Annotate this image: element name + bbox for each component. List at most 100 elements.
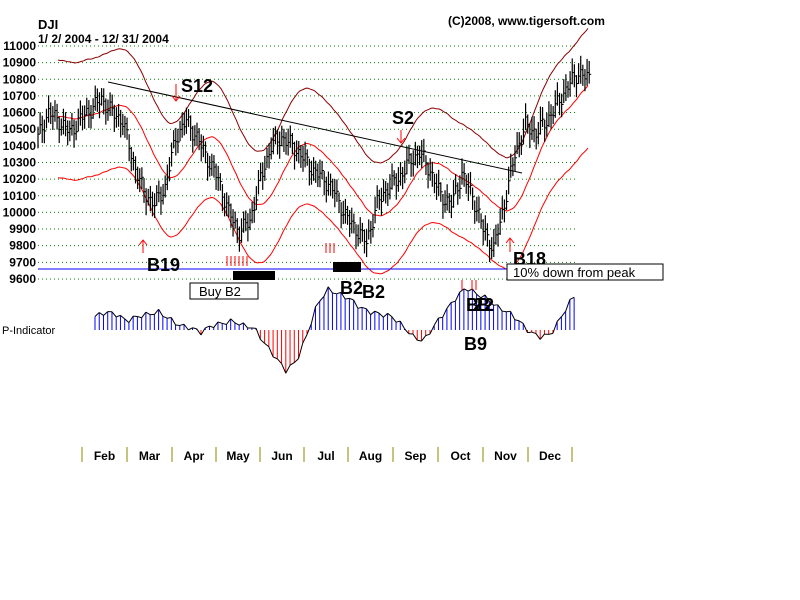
p-indicator-line	[361, 306, 367, 310]
p-indicator-line	[451, 300, 456, 303]
p-indicator-line	[497, 304, 503, 312]
grid-lines	[38, 45, 575, 280]
p-indicator-line	[357, 306, 363, 309]
y-tick-label: 9600	[9, 272, 36, 286]
p-indicator-line	[319, 296, 325, 302]
month-label-mar: Mar	[139, 449, 161, 463]
p-indicator-line	[353, 299, 359, 309]
p-indicator-line	[438, 316, 443, 319]
y-tick-label: 9800	[9, 239, 36, 253]
p-indicator-line	[501, 310, 507, 313]
p-indicator-line	[137, 316, 142, 319]
y-tick-label: 10400	[3, 139, 37, 153]
upper-band	[57, 28, 589, 164]
y-tick-label: 10700	[3, 89, 37, 103]
p-indicator-line	[217, 321, 223, 324]
p-indicator-line	[234, 322, 240, 326]
y-tick-label: 11000	[3, 39, 36, 53]
p-indicator-line	[488, 300, 494, 306]
month-label-may: May	[226, 449, 250, 463]
p-indicator-line	[124, 318, 130, 324]
p-indicator-line	[327, 286, 333, 294]
p-indicator-line	[255, 328, 261, 340]
p-indicator-line	[289, 362, 295, 366]
signal-s12: S12	[181, 76, 213, 96]
signal-b19: B19	[147, 255, 180, 275]
p-indicator-line	[417, 339, 422, 342]
p-indicator-line	[323, 286, 329, 297]
p-indicator-line	[158, 309, 164, 317]
p-indicator-line	[412, 333, 418, 341]
y-tick-label: 10300	[3, 155, 37, 169]
p-indicator-line	[399, 320, 405, 329]
p-indicator-line	[243, 322, 249, 329]
p-indicator-line	[302, 334, 308, 344]
signal-b2-b: B2	[362, 282, 385, 302]
p-indicator-line	[200, 327, 206, 336]
p-indicator-line	[480, 294, 486, 299]
p-indicator-line	[209, 325, 214, 329]
y-tick-label: 10600	[3, 106, 37, 120]
p-indicator-line	[276, 358, 282, 364]
p-indicator-line	[145, 311, 151, 316]
p-indicator-line	[404, 328, 410, 335]
p-indicator-line	[336, 291, 342, 295]
y-tick-label: 10100	[3, 189, 37, 203]
p-indicator-line	[226, 318, 232, 325]
peak-label: 10% down from peak	[513, 265, 636, 280]
p-indicator-line	[306, 323, 312, 335]
p-indicator-line	[167, 317, 172, 319]
p-indicator-line	[120, 314, 125, 320]
p-indicator-line	[153, 308, 159, 315]
p-indicator-line	[179, 323, 185, 326]
p-indicator-line	[111, 311, 117, 318]
p-indicator-line	[238, 322, 244, 326]
p-indicator-line	[527, 331, 532, 334]
y-tick-label: 10000	[3, 205, 37, 219]
p-indicator-line	[569, 296, 575, 300]
date-range: 1/ 2/ 2004 - 12/ 31/ 2004	[38, 32, 169, 46]
price-bars	[37, 55, 592, 263]
p-indicator-line	[272, 356, 278, 360]
p-indicator-line	[349, 297, 354, 301]
symbol-label: DJI	[38, 17, 58, 32]
p-indicator-line	[264, 343, 270, 348]
p-indicator-line	[332, 292, 337, 295]
p-indicator-label: P-Indicator	[2, 325, 56, 337]
p-indicator-line	[310, 306, 316, 325]
p-indicator-line	[539, 333, 545, 340]
y-tick-label: 9900	[9, 222, 36, 236]
p-indicator-line	[345, 297, 350, 300]
p-indicator-line	[522, 323, 528, 333]
p-indicator-line	[298, 342, 304, 359]
y-tick-label: 10900	[3, 56, 37, 70]
p-indicator-line	[561, 311, 567, 318]
p-indicator-line	[260, 339, 265, 344]
p-indicator-line	[205, 325, 210, 329]
p-indicator-line	[514, 319, 520, 322]
p-indicator-line	[340, 292, 346, 300]
signal-b2-block-jul	[333, 262, 361, 272]
y-axis-ticks: 11000 10900 10800 10700 10600 10500 10400 10300…	[3, 39, 37, 286]
p-indicator-line	[183, 323, 189, 331]
p-indicator-bars	[94, 286, 575, 374]
p-indicator-line	[459, 288, 465, 293]
p-indicator-line	[196, 328, 202, 336]
signal-arrows	[138, 84, 515, 290]
p-indicator-line	[116, 314, 121, 318]
p-indicator-line	[442, 308, 448, 318]
p-indicator-line	[548, 332, 554, 335]
x-axis: Feb Mar Apr May Jun Jul Aug Sep Oct Nov Dec	[81, 447, 573, 463]
signal-s2: S2	[392, 108, 414, 128]
month-label-aug: Aug	[359, 449, 382, 463]
p-indicator-line	[281, 363, 287, 374]
p-indicator-line	[387, 312, 393, 318]
signal-b9: B9	[464, 334, 487, 354]
buy-b2-box	[189, 282, 259, 300]
p-indicator-line	[370, 310, 376, 316]
p-indicator-line	[365, 308, 372, 315]
p-indicator-line	[531, 331, 537, 335]
p-indicator-line	[454, 292, 461, 302]
p-indicator-line	[213, 321, 219, 328]
p-indicator-line	[565, 299, 571, 312]
